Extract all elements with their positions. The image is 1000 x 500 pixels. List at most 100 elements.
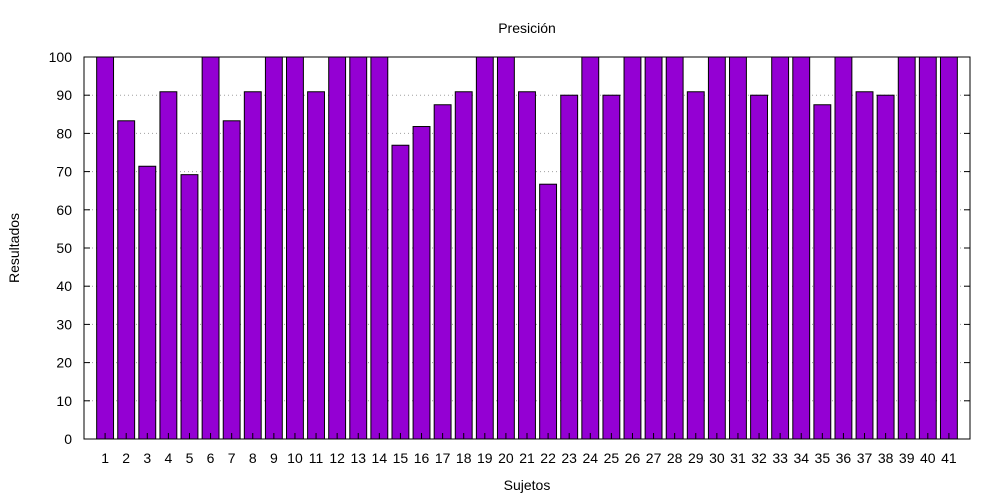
x-tick-label: 10 (287, 450, 303, 466)
x-tick-label: 40 (920, 450, 936, 466)
x-tick-label: 6 (207, 450, 215, 466)
x-tick-label: 16 (414, 450, 430, 466)
bar-6 (201, 56, 220, 440)
y-tick-label: 60 (56, 202, 72, 218)
x-tick-label: 14 (372, 450, 388, 466)
bar-12 (328, 56, 347, 440)
x-tick-label: 21 (519, 450, 535, 466)
bar-36 (834, 56, 853, 440)
x-tick-label: 17 (435, 450, 451, 466)
x-axis-label: Sujetos (504, 477, 551, 493)
bar-38 (876, 94, 895, 440)
bar-8 (243, 91, 262, 440)
bar-31 (729, 56, 747, 440)
x-tick-label: 37 (857, 450, 873, 466)
bar-30 (707, 56, 726, 440)
x-tick-label: 8 (249, 450, 257, 466)
bar-1 (96, 56, 115, 440)
bar-41 (939, 56, 958, 440)
bar-23 (560, 94, 579, 440)
x-tick-label: 35 (815, 450, 831, 466)
x-tick-label: 18 (456, 450, 472, 466)
bar-21 (518, 91, 536, 440)
bar-9 (264, 56, 283, 440)
y-tick-label: 30 (56, 316, 72, 332)
bar-22 (539, 183, 558, 440)
bar-13 (349, 56, 368, 440)
y-tick-label: 80 (56, 125, 72, 141)
y-tick-label: 70 (56, 164, 72, 180)
x-tick-label: 13 (350, 450, 366, 466)
y-tick-label: 0 (64, 431, 72, 447)
x-tick-label: 24 (582, 450, 598, 466)
bar-27 (644, 56, 663, 440)
x-tick-label: 11 (309, 450, 324, 466)
x-tick-label: 20 (498, 450, 514, 466)
bar-33 (771, 56, 790, 440)
x-tick-label: 23 (561, 450, 577, 466)
x-tick-label: 38 (878, 450, 894, 466)
bar-16 (412, 126, 431, 440)
bar-24 (581, 56, 600, 440)
bar-15 (391, 144, 410, 440)
bars (96, 56, 958, 440)
x-tick-label: 34 (793, 450, 809, 466)
bar-29 (686, 91, 705, 440)
bar-35 (813, 104, 832, 440)
x-tick-label: 22 (540, 450, 556, 466)
x-tick-label: 30 (709, 450, 725, 466)
x-tick-label: 12 (329, 450, 345, 466)
bar-11 (307, 91, 325, 440)
x-tick-label: 36 (836, 450, 852, 466)
x-tick-label: 19 (477, 450, 493, 466)
bar-4 (159, 91, 178, 440)
bar-10 (286, 56, 304, 440)
y-tick-label: 40 (56, 278, 72, 294)
bar-5 (180, 174, 199, 440)
x-tick-label: 32 (751, 450, 767, 466)
bar-26 (623, 56, 642, 440)
bar-40 (918, 56, 937, 440)
bar-28 (665, 56, 684, 440)
chart-title: Presición (498, 20, 556, 36)
x-tick-label: 26 (625, 450, 641, 466)
bar-14 (370, 56, 389, 440)
bar-17 (433, 104, 452, 440)
x-tick-label: 2 (122, 450, 130, 466)
x-axis-ticks: 1 2 3 4 5 6 7 8 9 10 11 12 13 14 15 16 17 18 19 20 21 22 23 24 2… (101, 433, 957, 466)
bar-20 (496, 56, 515, 440)
x-tick-label: 28 (667, 450, 683, 466)
bar-37 (855, 91, 874, 440)
x-tick-label: 7 (228, 450, 236, 466)
x-tick-label: 15 (393, 450, 409, 466)
x-tick-label: 41 (941, 450, 957, 466)
x-tick-label: 1 (101, 450, 109, 466)
x-tick-label: 39 (899, 450, 915, 466)
bar-39 (897, 56, 916, 440)
bar-32 (750, 94, 768, 440)
x-tick-label: 5 (186, 450, 194, 466)
y-axis-label: Resultados (6, 213, 22, 283)
x-tick-label: 25 (604, 450, 620, 466)
bar-34 (792, 56, 811, 440)
x-tick-label: 3 (143, 450, 151, 466)
y-tick-label: 100 (49, 49, 73, 65)
x-tick-label: 29 (688, 450, 704, 466)
x-tick-label: 9 (270, 450, 278, 466)
x-tick-label: 27 (646, 450, 662, 466)
x-tick-label: 33 (772, 450, 788, 466)
bar-19 (475, 56, 494, 440)
bar-3 (138, 165, 157, 440)
y-tick-label: 90 (56, 87, 72, 103)
bar-18 (454, 91, 473, 440)
x-tick-label: 31 (730, 450, 746, 466)
y-tick-label: 20 (56, 355, 72, 371)
bar-7 (222, 120, 241, 440)
y-tick-label: 10 (56, 393, 72, 409)
x-tick-label: 4 (164, 450, 172, 466)
bar-25 (602, 94, 621, 440)
bar-2 (117, 120, 136, 440)
y-tick-label: 50 (56, 240, 72, 256)
y-axis-ticks: 0 10 20 30 40 50 60 70 80 90 100 (49, 49, 970, 447)
